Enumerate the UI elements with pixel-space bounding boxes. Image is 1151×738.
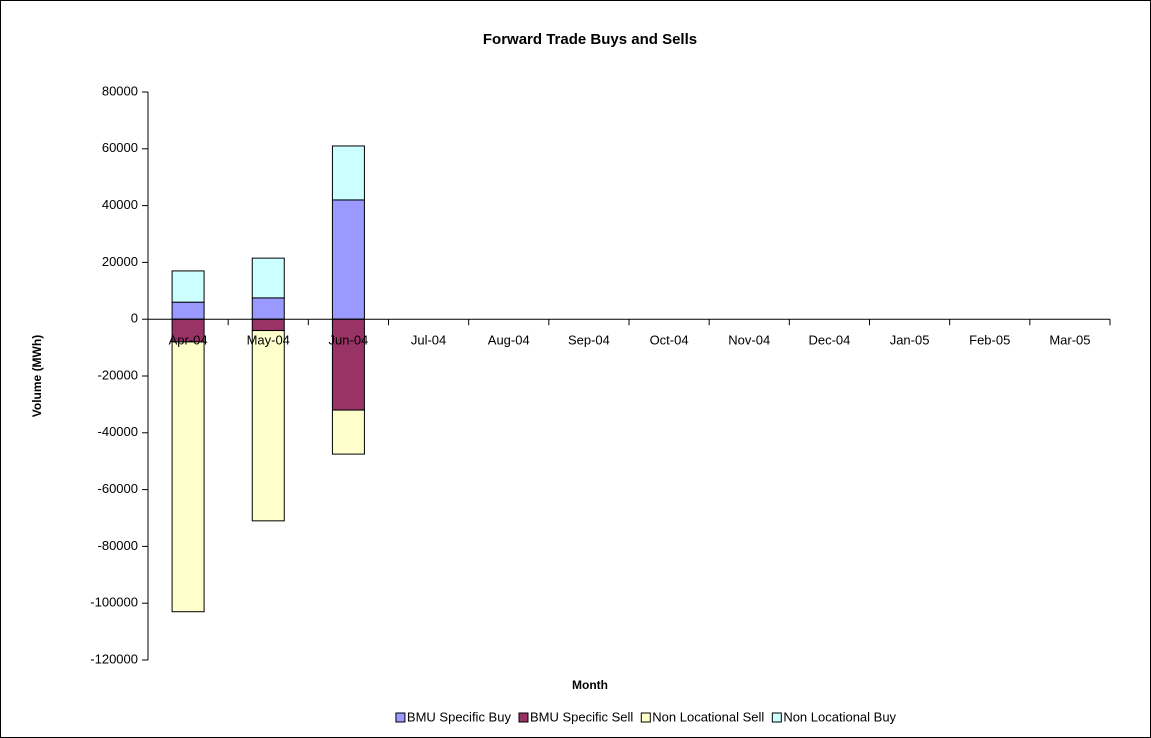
x-tick-label: Mar-05 bbox=[1049, 333, 1090, 348]
y-tick-label: -60000 bbox=[98, 481, 138, 496]
legend-label: BMU Specific Sell bbox=[530, 709, 633, 724]
x-tick-label: Feb-05 bbox=[969, 333, 1010, 348]
legend-swatch bbox=[771, 712, 782, 723]
legend-label: Non Locational Sell bbox=[652, 709, 764, 724]
y-tick-label: -120000 bbox=[90, 651, 138, 666]
legend-swatch bbox=[518, 712, 529, 723]
x-tick-label: May-04 bbox=[247, 333, 290, 348]
x-tick-label: Jul-04 bbox=[411, 333, 446, 348]
bar bbox=[331, 145, 365, 201]
x-tick-label: Sep-04 bbox=[568, 333, 610, 348]
bar bbox=[171, 270, 205, 303]
x-tick-label: Aug-04 bbox=[488, 333, 530, 348]
y-tick-label: 20000 bbox=[102, 254, 138, 269]
y-tick-label: -20000 bbox=[98, 367, 138, 382]
legend-label: Non Locational Buy bbox=[783, 709, 896, 724]
y-axis-label: Volume (MWh) bbox=[30, 335, 44, 417]
y-tick-label: -100000 bbox=[90, 595, 138, 610]
bar bbox=[251, 257, 285, 299]
x-tick-label: Jan-05 bbox=[890, 333, 930, 348]
y-tick-label: 0 bbox=[131, 311, 138, 326]
y-tick-label: 80000 bbox=[102, 83, 138, 98]
x-tick-label: Dec-04 bbox=[808, 333, 850, 348]
legend-swatch bbox=[640, 712, 651, 723]
bar bbox=[171, 301, 205, 320]
bar bbox=[331, 409, 365, 455]
x-tick-label: Nov-04 bbox=[728, 333, 770, 348]
bar bbox=[331, 199, 365, 320]
x-tick-label: Oct-04 bbox=[650, 333, 689, 348]
y-tick-label: -80000 bbox=[98, 538, 138, 553]
bar bbox=[251, 330, 285, 522]
x-tick-label: Apr-04 bbox=[169, 333, 208, 348]
legend-swatch bbox=[395, 712, 406, 723]
chart-title: Forward Trade Buys and Sells bbox=[483, 31, 697, 48]
y-tick-label: 40000 bbox=[102, 197, 138, 212]
bar bbox=[331, 318, 365, 411]
y-tick-label: -40000 bbox=[98, 424, 138, 439]
x-axis-label: Month bbox=[572, 678, 608, 692]
y-tick-label: 60000 bbox=[102, 140, 138, 155]
bar bbox=[251, 297, 285, 320]
bar bbox=[171, 341, 205, 613]
x-tick-label: Jun-04 bbox=[329, 333, 369, 348]
legend-label: BMU Specific Buy bbox=[407, 709, 512, 724]
bar bbox=[251, 318, 285, 332]
